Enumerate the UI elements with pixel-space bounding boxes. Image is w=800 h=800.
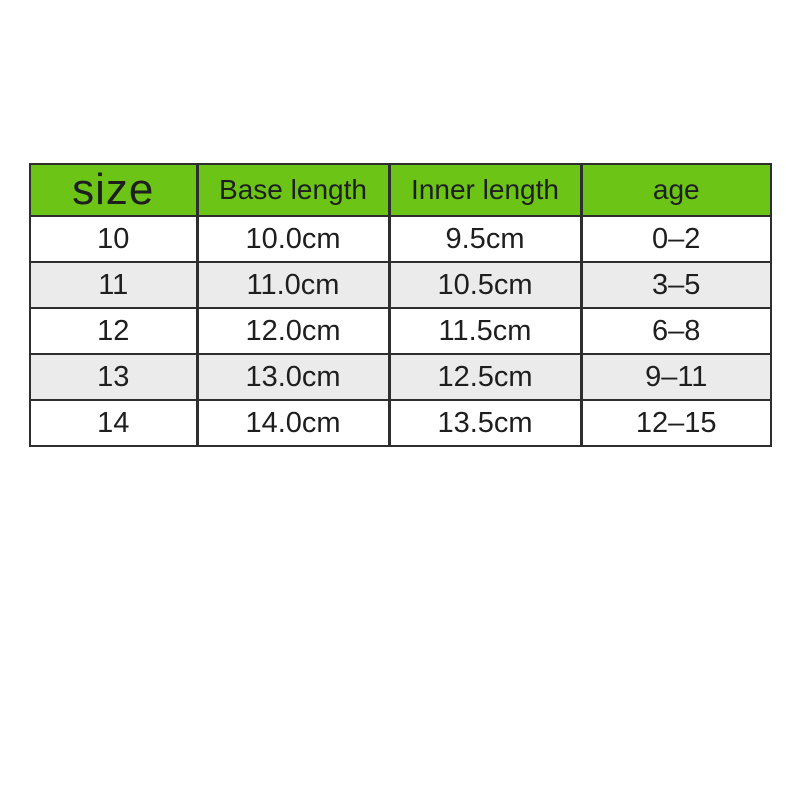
cell-inner-length: 9.5cm [387, 215, 583, 263]
cell-size: 13 [29, 353, 199, 401]
cell-age: 3–5 [579, 261, 772, 309]
cell-age: 12–15 [579, 399, 772, 447]
table-row: 11 11.0cm 10.5cm 3–5 [29, 261, 772, 309]
table-row: 14 14.0cm 13.5cm 12–15 [29, 399, 772, 447]
cell-inner-length: 13.5cm [387, 399, 583, 447]
cell-base-length: 13.0cm [195, 353, 391, 401]
table-header-row: size Base length Inner length age [29, 163, 772, 217]
cell-age: 9–11 [579, 353, 772, 401]
cell-age: 0–2 [579, 215, 772, 263]
cell-inner-length: 12.5cm [387, 353, 583, 401]
cell-age: 6–8 [579, 307, 772, 355]
size-chart-table: size Base length Inner length age 10 10.… [29, 163, 772, 447]
cell-base-length: 14.0cm [195, 399, 391, 447]
cell-size: 12 [29, 307, 199, 355]
column-header-inner-length: Inner length [387, 163, 583, 217]
cell-base-length: 10.0cm [195, 215, 391, 263]
table-row: 12 12.0cm 11.5cm 6–8 [29, 307, 772, 355]
cell-size: 11 [29, 261, 199, 309]
table-row: 13 13.0cm 12.5cm 9–11 [29, 353, 772, 401]
cell-inner-length: 10.5cm [387, 261, 583, 309]
cell-base-length: 11.0cm [195, 261, 391, 309]
cell-base-length: 12.0cm [195, 307, 391, 355]
column-header-size: size [29, 163, 199, 217]
cell-size: 10 [29, 215, 199, 263]
column-header-age: age [579, 163, 772, 217]
table-row: 10 10.0cm 9.5cm 0–2 [29, 215, 772, 263]
column-header-base-length: Base length [195, 163, 391, 217]
cell-size: 14 [29, 399, 199, 447]
cell-inner-length: 11.5cm [387, 307, 583, 355]
